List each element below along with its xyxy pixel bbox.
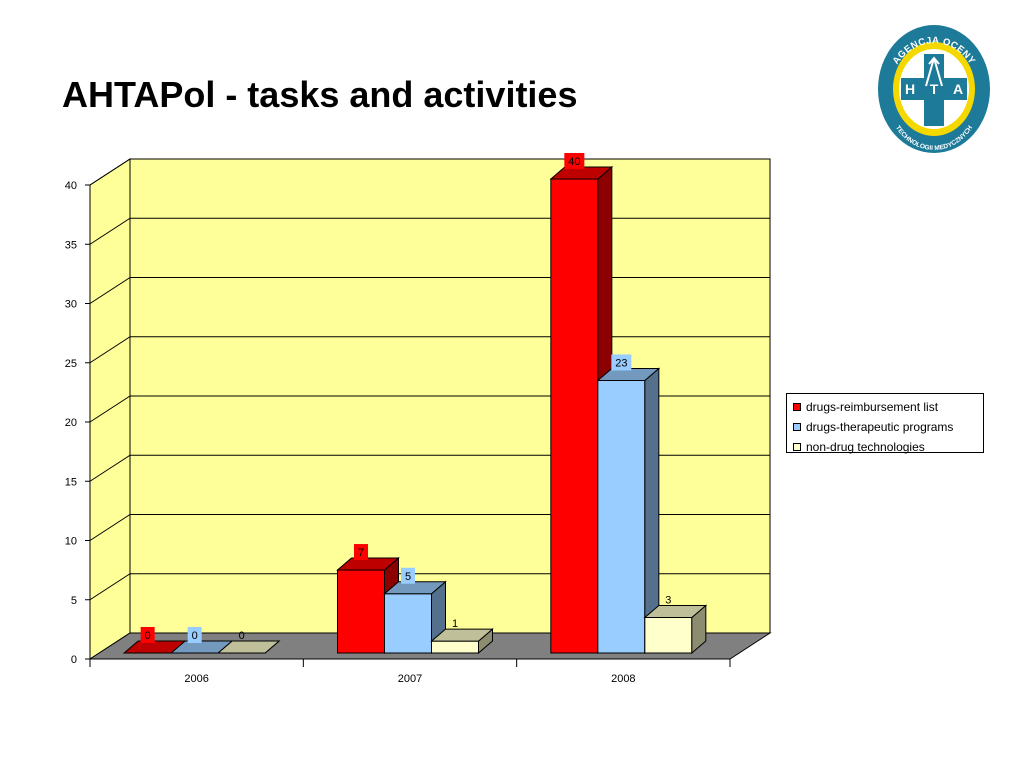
legend-label: drugs-reimbursement list: [806, 400, 939, 414]
legend-label: drugs-therapeutic programs: [806, 420, 954, 434]
legend-label: non-drug technologies: [806, 440, 925, 454]
y-tick-label: 15: [65, 476, 77, 488]
legend-swatch: [793, 423, 801, 431]
bar-top: [643, 604, 708, 618]
bar-front: [431, 640, 479, 654]
bar-top: [383, 581, 447, 595]
bar-top: [549, 166, 614, 180]
x-tick-label: 2007: [398, 673, 422, 685]
legend-swatch: [793, 403, 801, 411]
y-tick-label: 35: [65, 239, 77, 251]
legend-item: drugs-reimbursement list: [793, 397, 983, 417]
y-tick-label: 10: [65, 536, 77, 548]
bar-front: [644, 616, 693, 654]
bar-front: [597, 379, 646, 654]
data-label: 0: [192, 630, 198, 642]
page-title: AHTAPol - tasks and activities: [62, 74, 578, 115]
data-label-box: [611, 354, 632, 371]
bar: [643, 604, 708, 655]
data-label-box: [354, 544, 368, 561]
y-tick-label: 40: [65, 180, 77, 192]
bar-front: [384, 593, 432, 654]
data-label: 40: [568, 156, 580, 168]
bar-top: [336, 557, 400, 571]
legend-swatch: [793, 443, 801, 451]
y-tick-label: 20: [65, 417, 77, 429]
bar: [596, 367, 661, 655]
x-tick-label: 2006: [184, 673, 208, 685]
bar-top: [216, 640, 281, 654]
data-label-box: [140, 627, 155, 643]
bar-front: [337, 569, 385, 654]
data-label: 0: [239, 630, 245, 642]
data-label: 3: [665, 594, 671, 606]
logo-letter-a: A: [953, 81, 963, 97]
x-tick-label: 2008: [611, 673, 635, 685]
hta-agency-logo: H T A AGENCJA OCENY TECHNOLOGII MEDYCZNY…: [878, 25, 990, 153]
bar: [216, 640, 281, 654]
bar-top: [430, 628, 494, 642]
data-label-box: [564, 153, 585, 169]
data-label: 0: [145, 630, 151, 642]
data-label: 7: [358, 547, 364, 559]
y-tick-label: 0: [71, 654, 77, 666]
data-label: 23: [615, 357, 627, 369]
data-label-box: [187, 627, 202, 643]
chart-labels: 0 5 10 15 20 25 30 35 40 2006 2007 2008 0 0 0 7 5 1 40 23 3: [65, 153, 671, 685]
data-label: 1: [452, 618, 458, 630]
bar: [430, 628, 494, 655]
y-tick-label: 5: [71, 595, 77, 607]
y-tick-label: 30: [65, 299, 77, 311]
legend-item: drugs-therapeutic programs: [793, 417, 983, 437]
logo-letter-h: H: [905, 81, 915, 97]
chart-legend: drugs-reimbursement list drugs-therapeuti…: [786, 393, 984, 454]
logo-letter-t: T: [930, 81, 939, 97]
data-label: 5: [405, 571, 411, 583]
gridline: [89, 158, 770, 186]
chart-bars: [122, 165, 708, 655]
data-label-box: [401, 567, 415, 584]
legend-item: non-drug technologies: [793, 437, 983, 457]
bar-top: [596, 367, 661, 381]
y-tick-label: 25: [65, 358, 77, 370]
bar-front: [550, 178, 599, 654]
bar: [549, 165, 614, 655]
